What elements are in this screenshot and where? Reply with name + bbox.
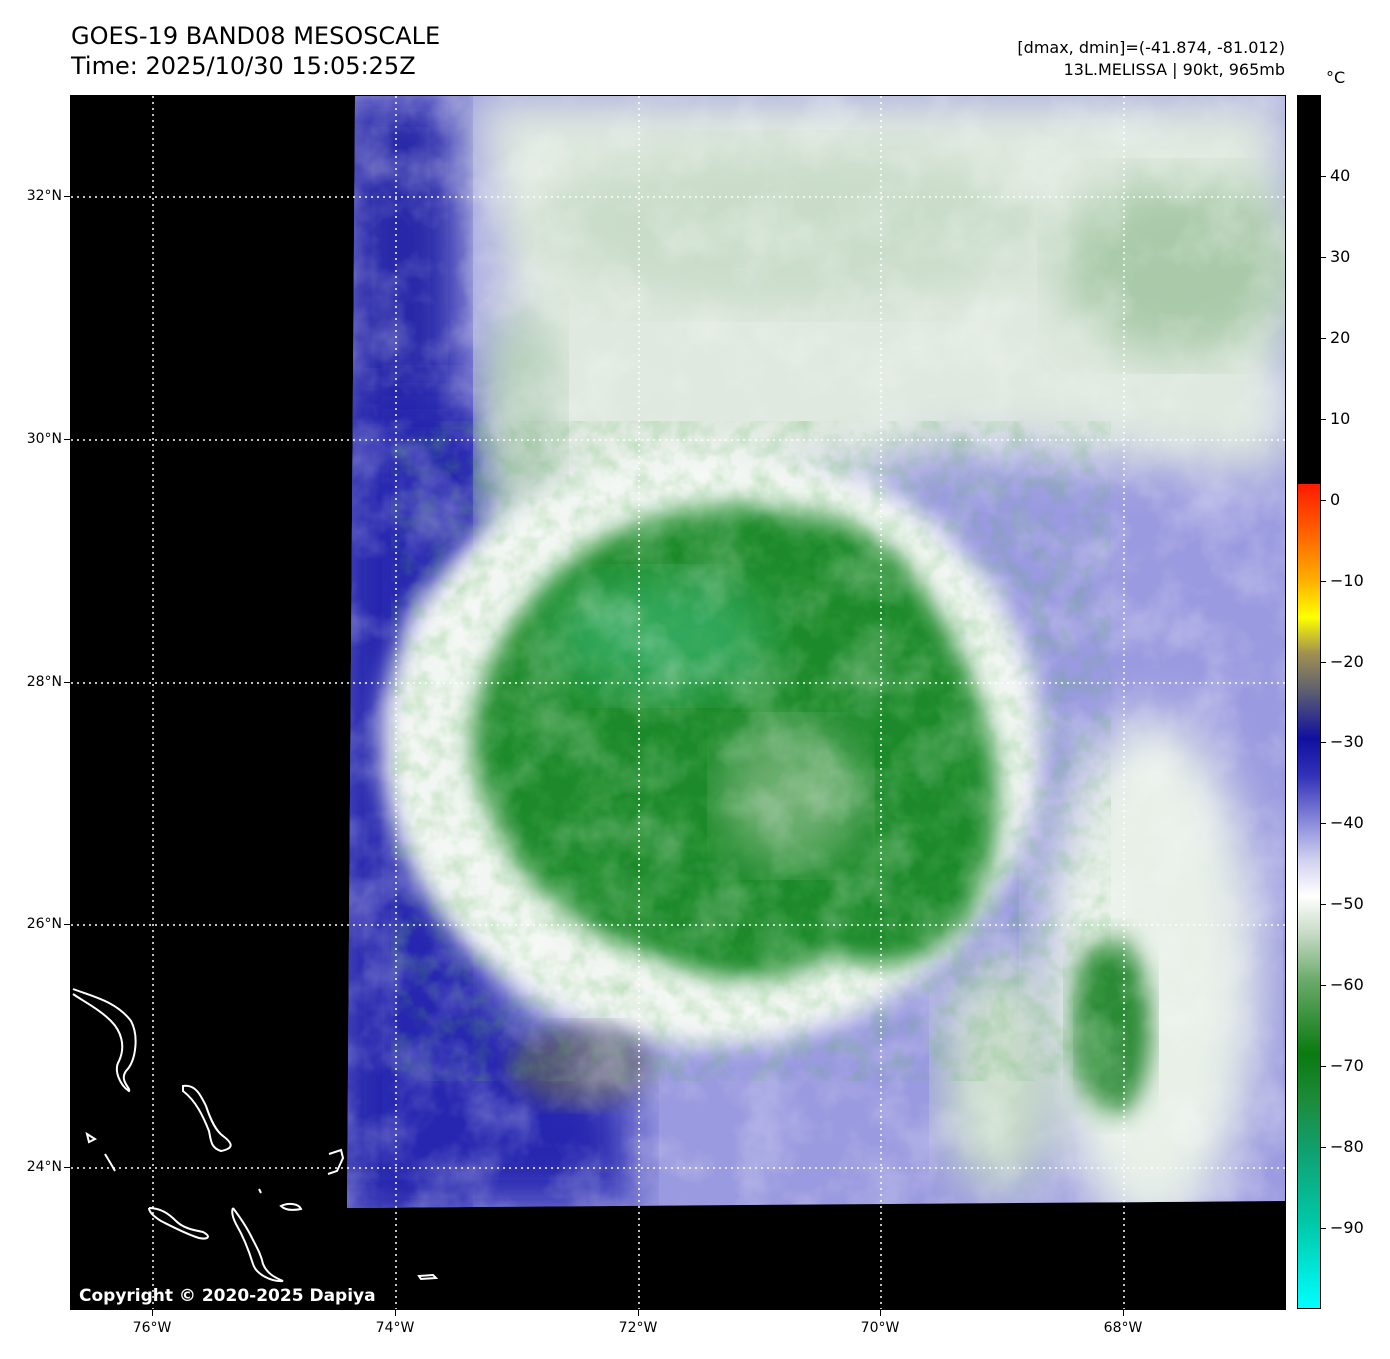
lat-tick <box>64 924 70 925</box>
lat-tick <box>64 1167 70 1168</box>
colorbar-label: −30 <box>1330 732 1364 752</box>
colorbar-tick <box>1321 742 1326 744</box>
storm-info: 13L.MELISSA | 90kt, 965mb <box>1063 60 1285 79</box>
graticule <box>71 96 1285 1309</box>
lat-label-30: 30°N <box>26 431 62 447</box>
figure-title: GOES-19 BAND08 MESOSCALE <box>71 22 441 50</box>
colorbar-tick <box>1321 1228 1326 1230</box>
lon-label-74: 74°W <box>375 1320 415 1336</box>
colorbar-label: −10 <box>1330 570 1364 590</box>
colorbar-label: 40 <box>1330 165 1351 185</box>
coastlines <box>72 988 439 1283</box>
colorbar-tick <box>1321 256 1326 258</box>
colorbar-label: 0 <box>1330 489 1341 509</box>
lon-label-68: 68°W <box>1103 1320 1143 1336</box>
colorbar-label: 30 <box>1330 246 1351 266</box>
lat-label-24: 24°N <box>26 1159 62 1175</box>
lon-label-72: 72°W <box>618 1320 658 1336</box>
lon-tick <box>395 1310 396 1316</box>
lat-tick <box>64 196 70 197</box>
lat-tick <box>64 682 70 683</box>
colorbar-label: 10 <box>1330 408 1351 428</box>
colorbar-tick <box>1321 904 1326 906</box>
colorbar-tick <box>1321 337 1326 339</box>
colorbar-tick <box>1321 499 1326 501</box>
data-range-info: [dmax, dmin]=(-41.874, -81.012) <box>1017 38 1285 57</box>
lat-label-32: 32°N <box>26 188 62 204</box>
satellite-map: Copyright © 2020-2025 Dapiya <box>70 95 1286 1310</box>
lon-tick <box>1123 1310 1124 1316</box>
lon-label-76: 76°W <box>132 1320 172 1336</box>
lon-tick <box>880 1310 881 1316</box>
lon-tick <box>152 1310 153 1316</box>
colorbar-label: −40 <box>1330 813 1364 833</box>
colorbar-tick <box>1321 985 1326 987</box>
colorbar-label: −20 <box>1330 651 1364 671</box>
figure-time: Time: 2025/10/30 15:05:25Z <box>71 52 416 80</box>
colorbar-tick <box>1321 175 1326 177</box>
lat-label-26: 26°N <box>26 916 62 932</box>
colorbar-tick <box>1321 1147 1326 1149</box>
colorbar-tick <box>1321 661 1326 663</box>
colorbar-label: 20 <box>1330 327 1351 347</box>
colorbar-label: −80 <box>1330 1137 1364 1157</box>
lat-label-28: 28°N <box>26 674 62 690</box>
satellite-image: Copyright © 2020-2025 Dapiya <box>71 96 1285 1309</box>
cloud-field <box>347 96 1285 1208</box>
lon-tick <box>638 1310 639 1316</box>
colorbar-label: −90 <box>1330 1218 1364 1238</box>
lat-tick <box>64 439 70 440</box>
colorbar-unit: °C <box>1326 68 1346 87</box>
colorbar <box>1297 95 1321 1309</box>
colorbar-tick <box>1321 418 1326 420</box>
copyright-text: Copyright © 2020-2025 Dapiya <box>79 1286 376 1306</box>
colorbar-label: −60 <box>1330 975 1364 995</box>
colorbar-tick <box>1321 823 1326 825</box>
colorbar-label: −70 <box>1330 1056 1364 1076</box>
colorbar-tick <box>1321 580 1326 582</box>
lon-label-70: 70°W <box>860 1320 900 1336</box>
colorbar-tick <box>1321 1066 1326 1068</box>
colorbar-label: −50 <box>1330 894 1364 914</box>
